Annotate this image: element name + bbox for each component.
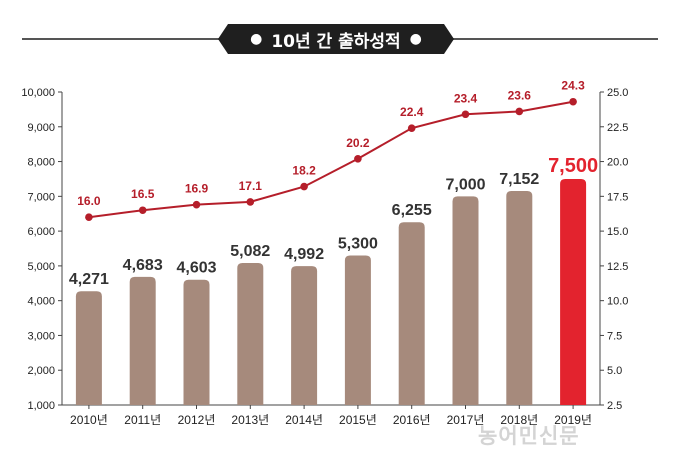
line-value-label: 22.4 xyxy=(400,105,424,119)
chart-title: 10년 간 출하성적 xyxy=(271,31,401,52)
bar-value-label: 7,152 xyxy=(499,171,539,188)
x-tick-label: 2011년 xyxy=(124,413,161,427)
y-left-tick-label: 1,000 xyxy=(27,400,55,412)
bullet-icon: ● xyxy=(409,31,422,47)
x-tick-label: 2010년 xyxy=(70,413,108,427)
bar xyxy=(183,279,210,405)
y-right-tick-label: 10.0 xyxy=(607,296,628,308)
x-tick-label: 2013년 xyxy=(231,413,269,427)
bar xyxy=(344,255,371,405)
bar-highlight xyxy=(560,178,587,405)
title-rule-left xyxy=(22,38,222,40)
line-point xyxy=(246,198,255,206)
line-value-label: 17.1 xyxy=(239,179,263,193)
y-right-tick-label: 5.0 xyxy=(607,365,622,377)
bar xyxy=(452,196,479,405)
line-value-label: 16.0 xyxy=(77,194,101,208)
line-value-label: 23.4 xyxy=(454,91,478,105)
y-right-tick-label: 25.0 xyxy=(607,87,628,99)
y-right-tick-label: 12.5 xyxy=(607,261,628,273)
x-tick-label: 2012년 xyxy=(178,413,216,427)
line-series xyxy=(88,100,574,219)
watermark: 농어민신문 xyxy=(478,424,580,448)
y-left-tick-label: 5,000 xyxy=(27,261,55,273)
line-point xyxy=(85,213,93,221)
y-right-tick-label: 15.0 xyxy=(607,226,628,238)
x-tick-label: 2016년 xyxy=(393,413,431,427)
y-left-tick-label: 4,000 xyxy=(27,296,55,308)
bar-value-label: 5,082 xyxy=(230,243,270,260)
line-point xyxy=(192,200,201,209)
y-left-tick-label: 6,000 xyxy=(27,226,55,238)
y-left-tick-label: 2,000 xyxy=(27,365,55,377)
bar-value-label: 4,683 xyxy=(123,257,163,274)
title-banner: ● 10년 간 출하성적 ● xyxy=(218,24,454,54)
bar-value-label: 4,992 xyxy=(284,246,324,263)
x-tick-label: 2019년 xyxy=(554,413,592,427)
line-point xyxy=(300,182,308,191)
y-left-tick-label: 10,000 xyxy=(21,87,55,99)
line-value-label: 16.5 xyxy=(131,187,155,201)
bar xyxy=(506,191,533,405)
bar xyxy=(75,291,102,405)
line-value-label: 16.9 xyxy=(185,182,209,196)
y-left-tick-label: 8,000 xyxy=(27,157,55,169)
line-point xyxy=(354,154,362,163)
y-right-tick-label: 20.0 xyxy=(607,157,628,169)
bar xyxy=(291,266,318,405)
line-value-label: 23.6 xyxy=(508,88,532,102)
y-right-tick-label: 2.5 xyxy=(607,400,622,412)
bar-value-label: 6,255 xyxy=(392,202,432,219)
bar-value-label: 4,271 xyxy=(69,271,109,288)
bullet-icon: ● xyxy=(250,31,263,47)
bar-value-label: 7,000 xyxy=(445,176,485,193)
line-point xyxy=(569,97,577,106)
line-point xyxy=(407,124,416,132)
y-right-tick-label: 17.5 xyxy=(607,191,628,203)
bar xyxy=(129,276,156,405)
line-point xyxy=(461,110,470,119)
x-tick-label: 2017년 xyxy=(447,413,485,427)
line-point xyxy=(515,107,524,116)
bar-value-label: 7,500 xyxy=(548,155,598,177)
line-value-label: 18.2 xyxy=(292,164,316,178)
bar-value-label: 5,300 xyxy=(338,235,378,252)
title-rule-right xyxy=(450,38,658,40)
y-right-tick-label: 7.5 xyxy=(607,330,622,342)
y-right-tick-label: 22.5 xyxy=(607,122,628,134)
bar xyxy=(237,263,264,405)
x-tick-label: 2015년 xyxy=(339,413,377,427)
y-left-tick-label: 7,000 xyxy=(27,191,55,203)
x-tick-label: 2014년 xyxy=(285,413,323,427)
y-left-tick-label: 9,000 xyxy=(27,122,55,134)
y-left-tick-label: 3,000 xyxy=(27,330,55,342)
line-value-label: 20.2 xyxy=(346,136,370,150)
line-value-label: 24.3 xyxy=(561,79,585,93)
bar xyxy=(398,222,425,405)
x-tick-label: 2018년 xyxy=(500,413,538,427)
line-point xyxy=(138,206,147,215)
bar-value-label: 4,603 xyxy=(176,260,216,277)
